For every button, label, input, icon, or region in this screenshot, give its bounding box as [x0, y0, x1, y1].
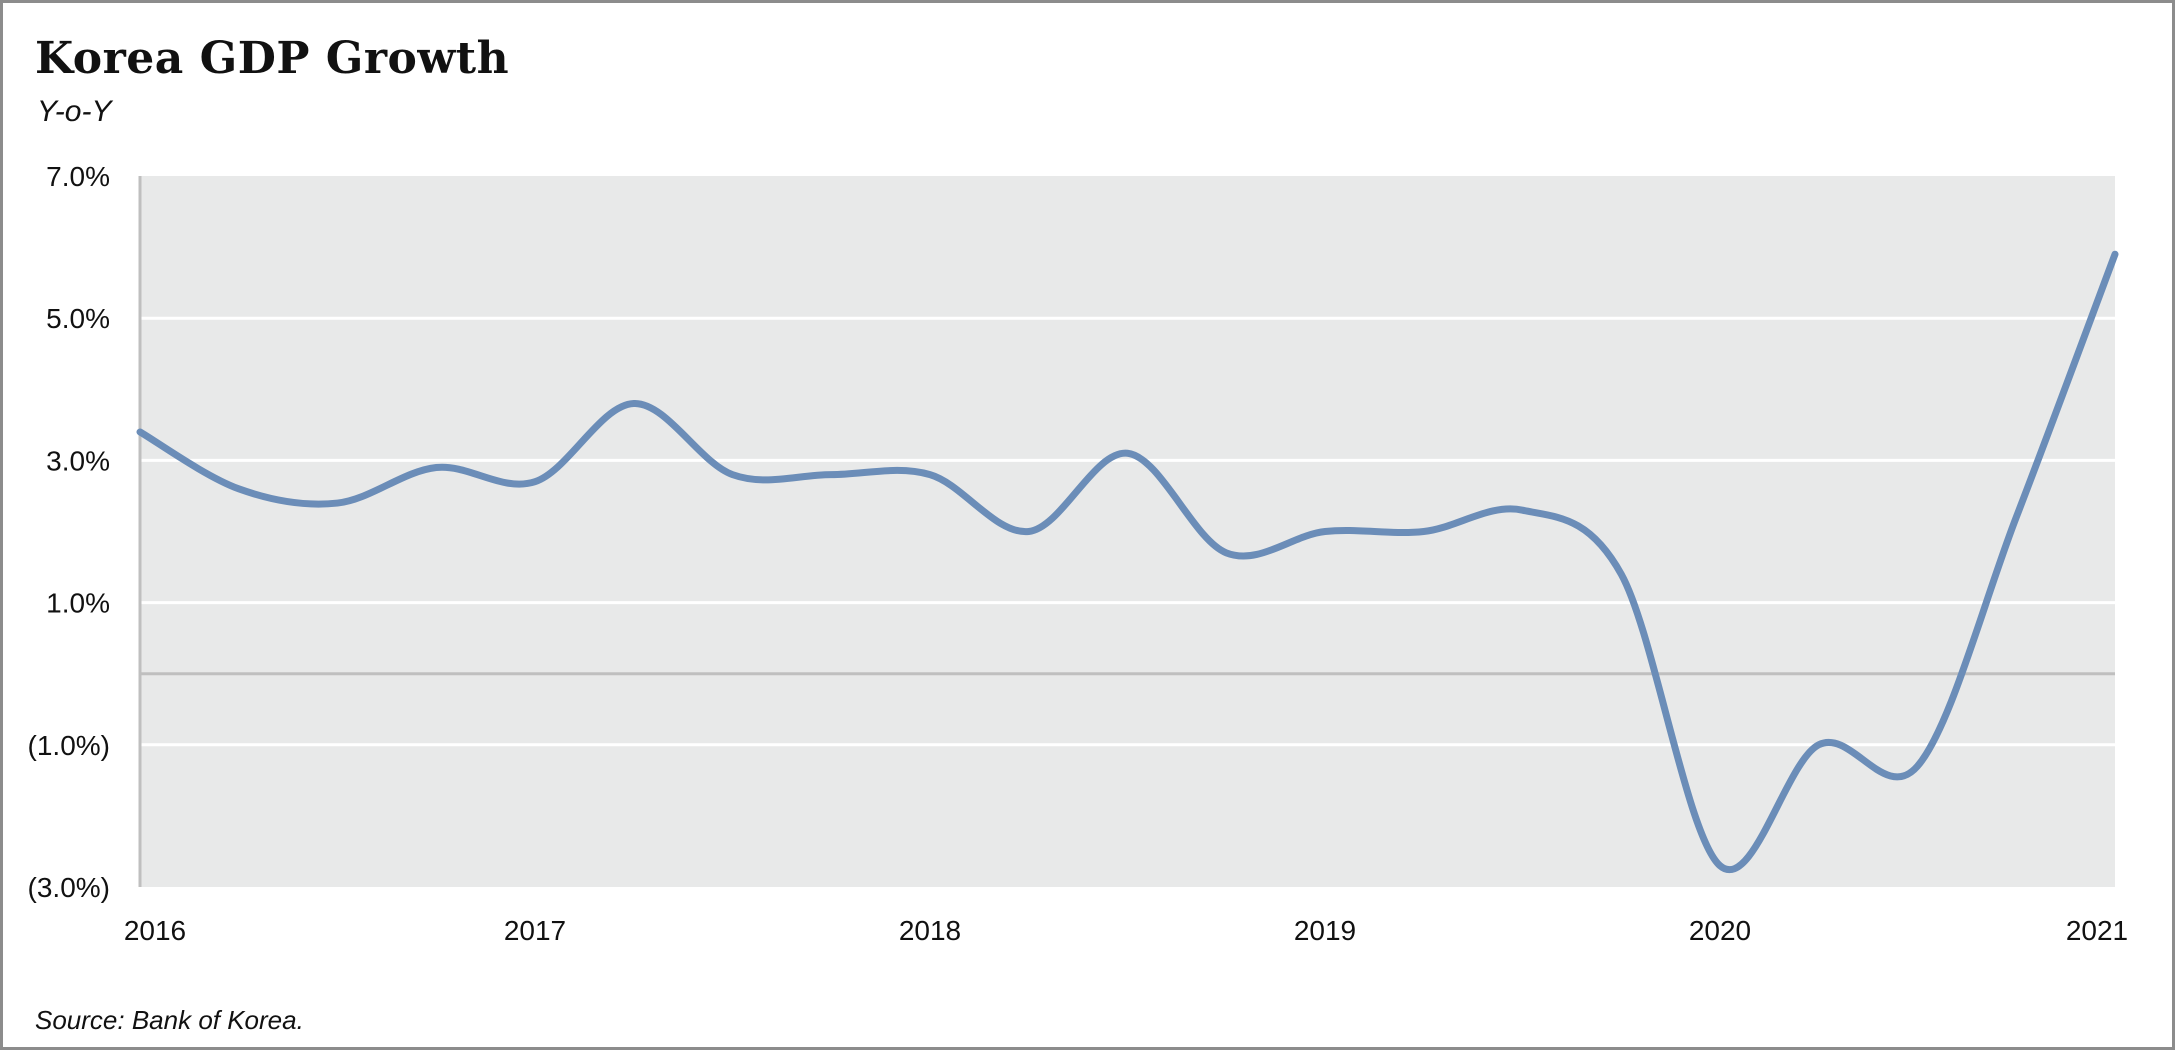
data-point: [828, 471, 835, 478]
data-point: [1223, 549, 1230, 556]
data-point: [630, 400, 637, 407]
plot-area: [140, 176, 2115, 887]
x-tick-label: 2021: [2066, 915, 2128, 946]
data-point: [433, 464, 440, 471]
source-note: Source: Bank of Korea.: [35, 1005, 304, 1035]
x-tick-label: 2018: [899, 915, 961, 946]
y-tick-label: 5.0%: [46, 303, 110, 334]
x-tick-label: 2019: [1294, 915, 1356, 946]
data-point: [927, 471, 934, 478]
chart-title: Korea GDP Growth: [35, 33, 510, 84]
data-point: [1322, 528, 1329, 535]
y-tick-label: 1.0%: [46, 588, 110, 619]
data-point: [1914, 763, 1921, 770]
data-point: [137, 428, 144, 435]
x-tick-label: 2017: [504, 915, 566, 946]
line-chart: 7.0% 5.0% 3.0% 1.0% (1.0%) (3.0%) 2016 2017 2018…: [28, 161, 2129, 946]
data-point: [2013, 514, 2020, 521]
data-point: [334, 500, 341, 507]
data-point: [532, 478, 539, 485]
data-point: [1618, 571, 1625, 578]
y-tick-label: (1.0%): [28, 730, 110, 761]
y-tick-label: (3.0%): [28, 872, 110, 903]
data-point: [1025, 528, 1032, 535]
data-point: [1717, 862, 1724, 869]
data-point: [1124, 450, 1131, 457]
y-tick-label: 7.0%: [46, 161, 110, 192]
data-point: [2112, 251, 2119, 258]
x-tick-label: 2016: [124, 915, 186, 946]
data-point: [1815, 741, 1822, 748]
gdp-growth-line: [136, 250, 2119, 873]
chart-subtitle: Y-o-Y: [37, 95, 112, 128]
data-point: [1519, 507, 1526, 514]
data-point: [729, 471, 736, 478]
data-point: [1420, 528, 1427, 535]
x-tick-label: 2020: [1689, 915, 1751, 946]
y-tick-label: 3.0%: [46, 445, 110, 476]
data-point: [235, 485, 242, 492]
